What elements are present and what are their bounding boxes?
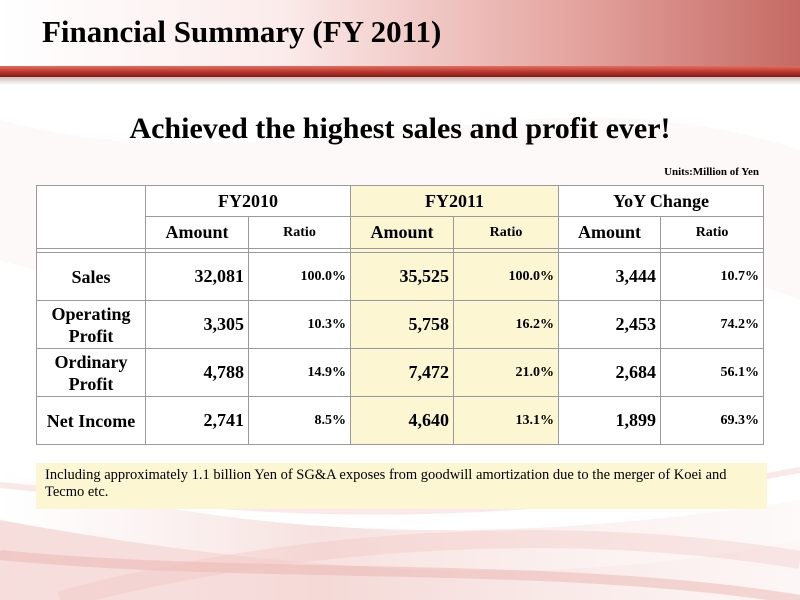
- header-shadow: [0, 77, 800, 85]
- fy2010-amount-cell: 3,305: [145, 300, 249, 349]
- row-label: Operating Profit: [36, 300, 146, 349]
- column-header-fy2010-ratio: Ratio: [248, 216, 351, 249]
- column-header-yoy-ratio: Ratio: [660, 216, 765, 249]
- table-row-sales: Sales 32,081 100.0% 35,525 100.0% 3,444 …: [36, 252, 765, 301]
- fy2010-amount-cell: 32,081: [145, 252, 249, 301]
- yoy-amount-cell: 1,899: [558, 396, 662, 445]
- fy2011-amount-cell: 35,525: [350, 252, 454, 301]
- column-header-fy2010-amount: Amount: [145, 216, 249, 249]
- column-header-fy2011-ratio: Ratio: [452, 216, 560, 249]
- yoy-amount-cell: 2,684: [558, 348, 662, 397]
- group-header-fy2011: FY2011: [349, 185, 560, 217]
- row-label: Net Income: [36, 396, 146, 445]
- yoy-amount-cell: 2,453: [558, 300, 662, 349]
- table-row-net-income: Net Income 2,741 8.5% 4,640 13.1% 1,899 …: [36, 396, 765, 445]
- fy2011-amount-cell: 4,640: [350, 396, 454, 445]
- fy2011-ratio-cell: 13.1%: [452, 396, 560, 445]
- header-red-bar: [0, 66, 800, 77]
- yoy-amount-cell: 3,444: [558, 252, 662, 301]
- headline: Achieved the highest sales and profit ev…: [129, 112, 671, 145]
- fy2010-ratio-cell: 10.3%: [248, 300, 351, 349]
- table-header-row-columns: Amount Ratio Amount Ratio Amount Ratio: [37, 216, 765, 249]
- table-row-ordinary-profit: Ordinary Profit 4,788 14.9% 7,472 21.0% …: [36, 348, 765, 397]
- fy2011-amount-cell: 7,472: [350, 348, 454, 397]
- group-header-fy2010: FY2010: [145, 185, 351, 217]
- fy2011-ratio-cell: 100.0%: [452, 252, 560, 301]
- fy2011-ratio-cell: 16.2%: [452, 300, 560, 349]
- fy2011-amount-cell: 5,758: [350, 300, 454, 349]
- yoy-ratio-cell: 56.1%: [660, 348, 765, 397]
- footnote-box: Including approximately 1.1 billion Yen …: [36, 463, 767, 509]
- row-label: Sales: [36, 252, 146, 301]
- header-band: [0, 0, 800, 68]
- fy2011-ratio-cell: 21.0%: [452, 348, 560, 397]
- table-corner-cell: [36, 185, 146, 249]
- column-header-yoy-amount: Amount: [558, 216, 662, 249]
- yoy-ratio-cell: 10.7%: [660, 252, 765, 301]
- table-header-row-groups: FY2010 FY2011 YoY Change: [36, 185, 765, 249]
- fy2010-ratio-cell: 14.9%: [248, 348, 351, 397]
- yoy-ratio-cell: 74.2%: [660, 300, 765, 349]
- fy2010-amount-cell: 2,741: [145, 396, 249, 445]
- row-label: Ordinary Profit: [36, 348, 146, 397]
- page-title: Financial Summary (FY 2011): [42, 14, 442, 49]
- fy2010-ratio-cell: 8.5%: [248, 396, 351, 445]
- fy2010-ratio-cell: 100.0%: [248, 252, 351, 301]
- units-label: Units:Million of Yen: [664, 166, 759, 178]
- column-header-fy2011-amount: Amount: [350, 216, 454, 249]
- fy2010-amount-cell: 4,788: [145, 348, 249, 397]
- financial-summary-table: FY2010 FY2011 YoY Change Amount Ratio Am…: [36, 185, 765, 445]
- group-header-yoy-change: YoY Change: [558, 185, 765, 217]
- table-row-operating-profit: Operating Profit 3,305 10.3% 5,758 16.2%…: [36, 300, 765, 349]
- yoy-ratio-cell: 69.3%: [660, 396, 765, 445]
